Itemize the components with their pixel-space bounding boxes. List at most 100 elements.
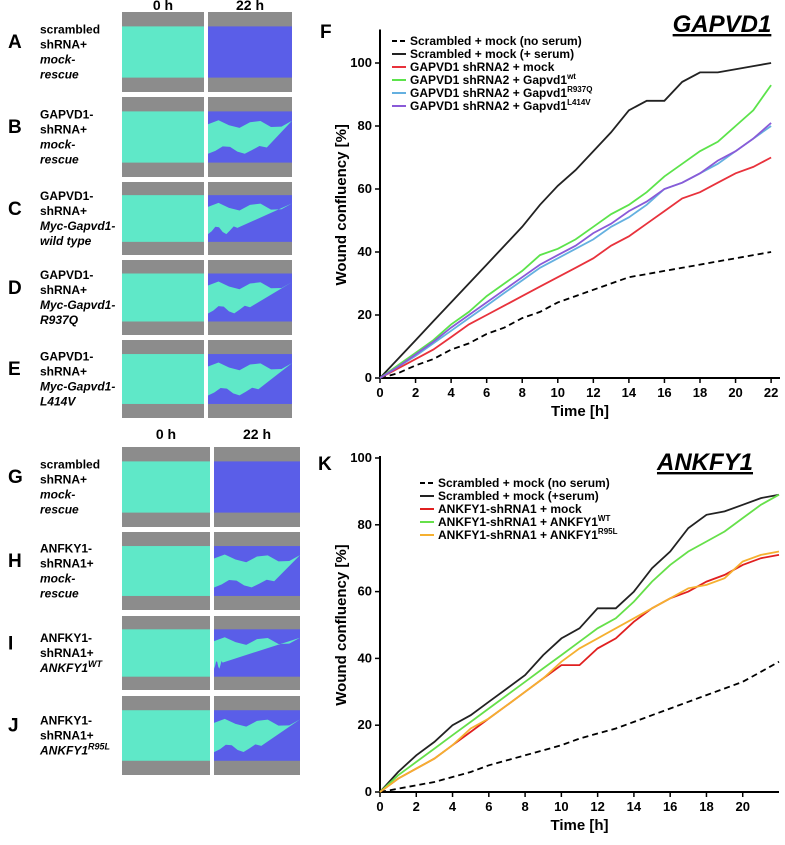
panel-label-text: ANFKY1- <box>40 631 92 645</box>
panel-label: scrambled <box>40 458 100 472</box>
y-tick-label: 40 <box>358 650 372 665</box>
x-tick-label: 14 <box>622 385 637 400</box>
panel-label-text: shRNA1+ <box>40 646 94 660</box>
panel-label: Myc-Gapvd1- <box>40 298 115 312</box>
panel-label-text: rescue <box>40 68 79 82</box>
x-tick-label: 12 <box>590 799 604 814</box>
legend-entry: GAPVD1 shRNA2 + mock <box>410 60 555 74</box>
y-tick-label: 0 <box>365 370 372 385</box>
x-tick-label: 18 <box>693 385 707 400</box>
panel-label: shRNA+ <box>40 123 87 137</box>
x-tick-label: 12 <box>586 385 600 400</box>
panel-label: scrambled <box>40 23 100 37</box>
wound-area <box>214 461 300 513</box>
panel-label-text: GAPVD1- <box>40 189 93 203</box>
panel-label-text: L414V <box>40 395 76 409</box>
panel-label-text: mock- <box>40 53 75 67</box>
x-tick-label: 20 <box>735 799 749 814</box>
legend-entry: ANKFY1-shRNA1 + ANKFY1WT <box>438 514 610 529</box>
panel-label-text: rescue <box>40 153 79 167</box>
x-tick-label: 2 <box>412 385 419 400</box>
series-line <box>379 62 772 379</box>
panel-label-text: Myc-Gapvd1- <box>40 380 115 394</box>
panel-label: ANKFY1R95L <box>39 742 110 758</box>
panel-label-text: ANFKY1- <box>40 542 92 556</box>
panel-label: ANFKY1- <box>40 542 92 556</box>
panel-label: shRNA1+ <box>40 729 94 743</box>
x-axis-label: Time [h] <box>550 817 608 834</box>
panel-letter: F <box>320 22 332 43</box>
x-tick-label: 10 <box>554 799 568 814</box>
legend-text: ANKFY1-shRNA1 + mock <box>438 502 582 516</box>
series-line <box>379 156 772 379</box>
column-header: 0 h <box>153 0 173 13</box>
y-tick-label: 20 <box>358 717 372 732</box>
y-tick-label: 100 <box>350 450 372 465</box>
wound-area <box>122 111 204 163</box>
panel-label: shRNA+ <box>40 204 87 218</box>
panel-label: mock- <box>40 138 75 152</box>
cell-free-gap <box>208 281 292 314</box>
x-tick-label: 14 <box>627 799 642 814</box>
panel-label-text: shRNA1+ <box>40 729 94 743</box>
legend-text: GAPVD1 shRNA2 + Gapvd1 <box>410 99 567 113</box>
legend-entry: Scrambled + mock (no serum) <box>410 34 582 48</box>
wound-area <box>208 26 292 78</box>
x-tick-label: 0 <box>376 385 383 400</box>
x-tick-label: 2 <box>413 799 420 814</box>
panel-letter: K <box>318 454 332 475</box>
panel-label-text: shRNA1+ <box>40 557 94 571</box>
legend-sup: wt <box>566 72 576 81</box>
x-tick-label: 8 <box>521 799 528 814</box>
panel-letter: E <box>8 359 21 380</box>
legend-sup: R95L <box>598 527 618 536</box>
legend-text: GAPVD1 shRNA2 + Gapvd1 <box>410 86 567 100</box>
legend-entry: GAPVD1 shRNA2 + Gapvd1wt <box>410 72 576 87</box>
legend-text: Scrambled + mock (+ serum) <box>410 47 574 61</box>
legend-entry: ANKFY1-shRNA1 + ANKFY1R95L <box>438 527 618 542</box>
panel-label: rescue <box>40 153 79 167</box>
x-tick-label: 6 <box>485 799 492 814</box>
panel-label-text: mock- <box>40 572 75 586</box>
y-tick-label: 0 <box>365 784 372 799</box>
y-tick-label: 100 <box>350 55 372 70</box>
panel-label-text: ANKFY1 <box>39 744 88 758</box>
panel-letter: G <box>8 467 23 488</box>
legend-entry: GAPVD1 shRNA2 + Gapvd1R937Q <box>410 85 592 100</box>
y-tick-label: 80 <box>358 118 372 133</box>
series-line <box>379 251 772 379</box>
panel-label-text: scrambled <box>40 23 100 37</box>
panel-label-text: GAPVD1- <box>40 350 93 364</box>
cell-free-gap <box>214 554 300 588</box>
panel-label: L414V <box>40 395 76 409</box>
panel-label: shRNA+ <box>40 473 87 487</box>
panel-label: GAPVD1- <box>40 189 93 203</box>
y-tick-label: 20 <box>358 307 372 322</box>
panel-label: wild type <box>40 234 92 248</box>
legend-entry: Scrambled + mock (no serum) <box>438 476 610 490</box>
panel-label-text: wild type <box>40 234 92 248</box>
series-line <box>379 550 780 793</box>
cell-free-gap <box>208 120 292 154</box>
x-tick-label: 18 <box>699 799 713 814</box>
series-line <box>379 84 772 379</box>
panel-label: mock- <box>40 488 75 502</box>
x-tick-label: 20 <box>728 385 742 400</box>
wound-area <box>122 26 204 78</box>
panel-label: rescue <box>40 503 79 517</box>
cell-free-gap <box>214 718 300 753</box>
legend-entry: GAPVD1 shRNA2 + Gapvd1L414V <box>410 98 591 113</box>
wound-area <box>122 461 210 513</box>
y-axis-label: Wound confluency [%] <box>333 544 350 705</box>
legend-text: ANKFY1-shRNA1 + ANKFY1 <box>438 515 598 529</box>
panel-label: GAPVD1- <box>40 268 93 282</box>
panel-label: Myc-Gapvd1- <box>40 380 115 394</box>
panel-label: shRNA1+ <box>40 557 94 571</box>
wound-area <box>122 273 204 322</box>
x-tick-label: 4 <box>449 799 457 814</box>
x-tick-label: 16 <box>657 385 671 400</box>
chart-title: ANKFY1 <box>656 449 753 476</box>
cell-free-gap <box>208 362 292 396</box>
wound-area <box>122 629 210 677</box>
panel-label: shRNA+ <box>40 283 87 297</box>
